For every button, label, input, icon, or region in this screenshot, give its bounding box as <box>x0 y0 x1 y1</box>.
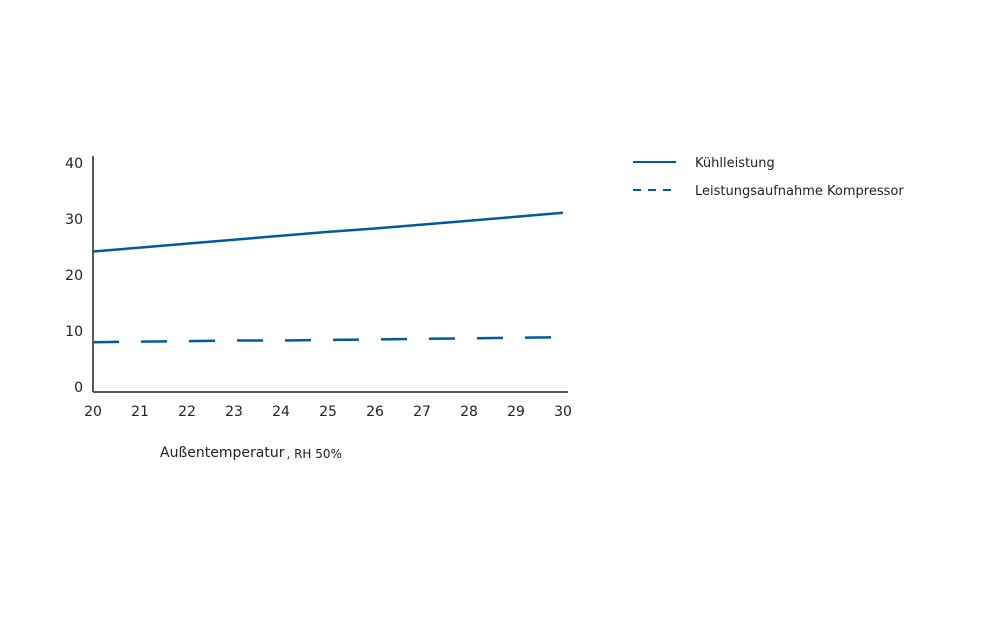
x-tick-label: 20 <box>84 404 102 420</box>
x-tick-label: 28 <box>460 404 478 420</box>
x-axis-title-main: Außentemperatur <box>160 445 285 461</box>
x-tick-label: 27 <box>413 404 431 420</box>
x-tick-labels: 20 21 22 23 24 25 26 27 28 29 30 <box>84 404 572 420</box>
x-tick-label: 26 <box>366 404 384 420</box>
x-axis-title-text: Außentemperatur, RH 50% <box>160 445 342 461</box>
y-tick-label: 40 <box>65 156 83 172</box>
x-tick-label: 24 <box>272 404 290 420</box>
y-tick-label: 20 <box>65 268 83 284</box>
y-tick-label: 0 <box>74 380 83 396</box>
x-tick-label: 25 <box>319 404 337 420</box>
x-tick-label: 29 <box>507 404 525 420</box>
axes <box>92 156 568 393</box>
x-tick-label: 30 <box>554 404 572 420</box>
series-lines <box>92 211 564 344</box>
y-tick-label: 10 <box>65 324 83 340</box>
legend-label: Kühlleistung <box>695 156 775 171</box>
y-tick-labels: 0 10 20 30 40 <box>65 156 83 396</box>
series-line-leistungsaufnahme <box>92 335 564 344</box>
x-axis-title-sub: , RH 50% <box>286 447 341 461</box>
y-tick-label: 30 <box>65 212 83 228</box>
x-tick-label: 23 <box>225 404 243 420</box>
x-tick-label: 21 <box>131 404 149 420</box>
x-tick-label: 22 <box>178 404 196 420</box>
series-line-kuehlleistung <box>92 211 564 253</box>
legend: Kühlleistung Leistungsaufnahme Kompressor <box>633 156 904 199</box>
legend-label: Leistungsaufnahme Kompressor <box>695 184 904 199</box>
x-axis-title: Außentemperatur, RH 50% <box>160 445 342 461</box>
